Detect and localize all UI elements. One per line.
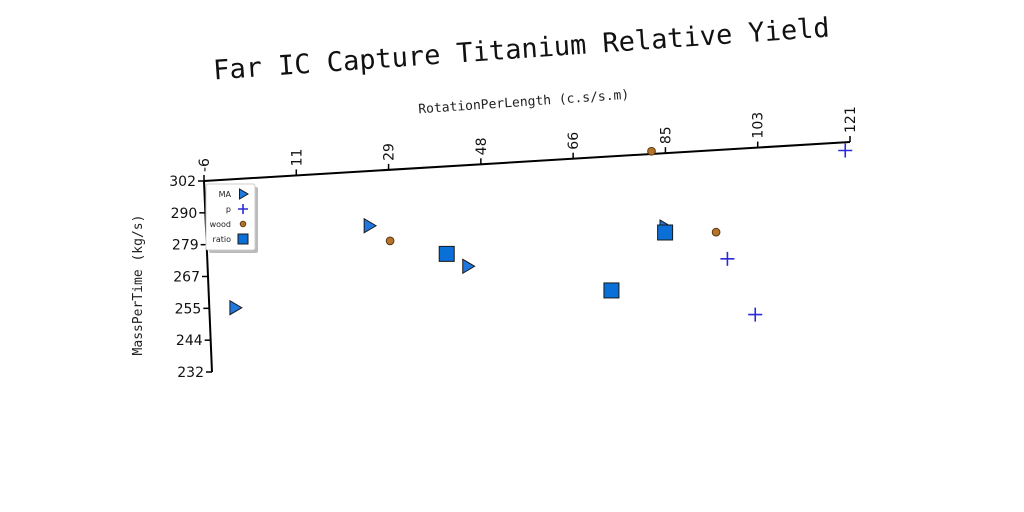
legend-label: p: [226, 205, 231, 214]
axes: [203, 141, 851, 373]
point-ma: [462, 258, 476, 275]
chart-title: Far IC Capture Titanium Relative Yield: [212, 13, 830, 87]
x-axis-line: [203, 141, 851, 182]
x-axis-label: RotationPerLength (c.s/s.m): [418, 88, 630, 118]
x-tick-label: 29: [382, 143, 398, 161]
y-tick-label: 232: [177, 365, 204, 381]
point-ratio: [603, 282, 620, 299]
point-ratio: [438, 245, 455, 262]
legend-label: MA: [219, 190, 232, 199]
legend-marker-ma: [239, 188, 249, 200]
legend-marker-p: [238, 204, 248, 214]
point-ratio: [657, 224, 674, 241]
y-tick-label: 255: [175, 301, 202, 317]
y-axis-label: MassPerTime (kg/s): [131, 215, 146, 356]
point-p: [838, 143, 853, 158]
x-tick-label: 85: [658, 126, 674, 144]
x-tick-label: -6: [197, 158, 213, 172]
legend-marker-wood: [239, 220, 247, 228]
legend-marker-ratio: [237, 233, 249, 245]
y-tick-label: 244: [176, 333, 203, 349]
point-wood: [711, 227, 721, 237]
point-wood: [647, 146, 656, 156]
y-tick-label: 267: [173, 270, 200, 286]
y-tick-label: 290: [171, 206, 198, 222]
x-tick-label: 48: [474, 137, 490, 155]
x-tick-label: 121: [843, 106, 859, 133]
legend-label: ratio: [213, 235, 232, 244]
legend: MA p wood ratio: [205, 183, 258, 253]
legend-label: wood: [210, 220, 231, 229]
point-ma: [229, 299, 243, 316]
x-tick-label: 66: [566, 132, 582, 150]
x-tick-label: 11: [289, 149, 305, 167]
point-ma: [363, 217, 378, 234]
y-tick-label: 279: [172, 238, 199, 254]
point-p: [748, 307, 763, 322]
point-wood: [385, 236, 395, 246]
x-tick-label: 103: [751, 112, 767, 139]
y-tick-label: 302: [169, 174, 196, 190]
point-p: [720, 251, 735, 266]
